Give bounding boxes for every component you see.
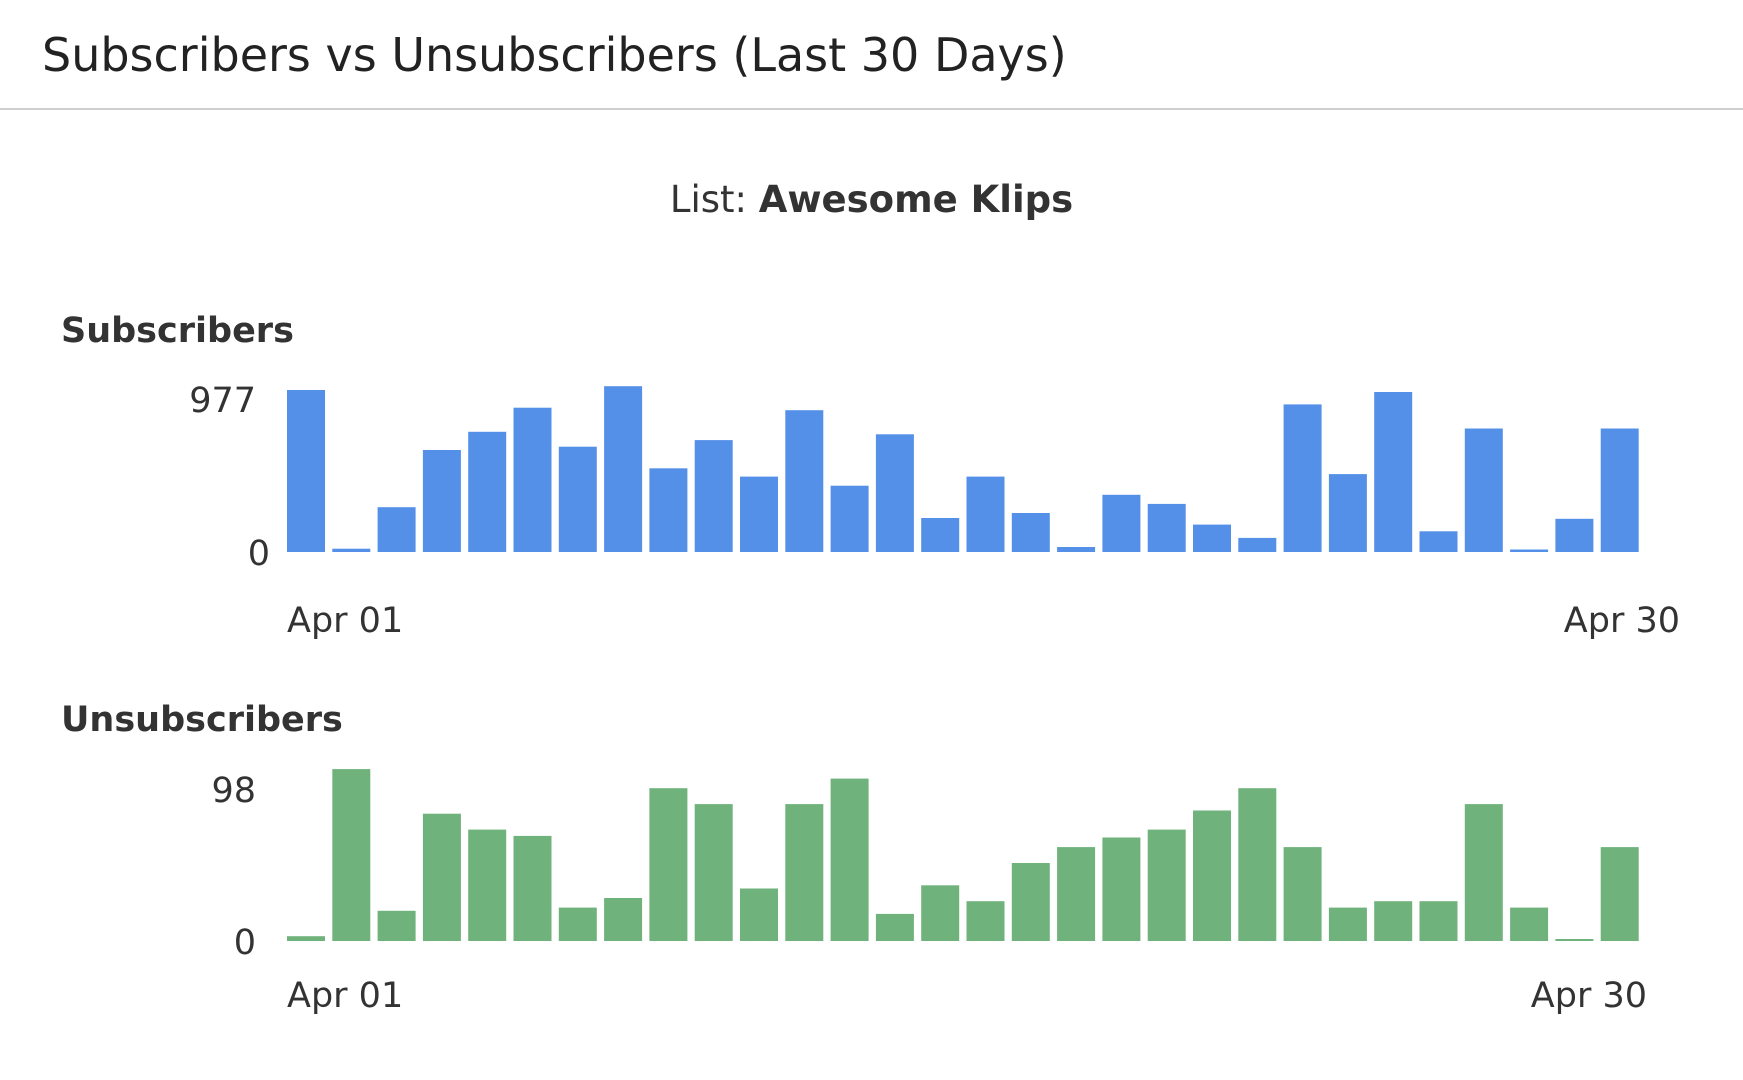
widget-header: Subscribers vs Unsubscribers (Last 30 Da…: [0, 0, 1743, 110]
subscribers-bar-20: [1147, 503, 1186, 552]
subscribers-bar-3: [377, 507, 416, 552]
unsubscribers-chart: Unsubscribers 98 0 Apr 01 Apr 30: [61, 700, 1647, 1016]
subscribers-bar-21: [1193, 524, 1231, 552]
subscribers-bar-4: [422, 450, 461, 552]
subscribers-bar-24: [1328, 474, 1367, 552]
unsubscribers-bar-24: [1328, 907, 1367, 941]
subscribers-bar-11: [740, 476, 778, 552]
subscribers-bar-7: [558, 446, 597, 552]
subscribers-bar-6: [513, 407, 552, 552]
unsubscribers-bar-1: [287, 936, 325, 941]
subscribers-bar-17: [1011, 513, 1050, 552]
unsubscribers-y-max-label: 98: [211, 771, 256, 811]
unsubscribers-bar-10: [694, 804, 733, 941]
subscribers-bar-27: [1464, 428, 1503, 552]
list-caption: List: Awesome Klips: [0, 178, 1743, 221]
subscribers-y-min-label: 0: [248, 534, 270, 574]
subscribers-bar-2: [332, 548, 371, 552]
subscribers-chart: Subscribers 977 0 Apr 01 Apr 30: [61, 311, 1680, 641]
unsubscribers-bar-20: [1147, 829, 1186, 941]
list-prefix: List:: [669, 178, 759, 221]
list-name: Awesome Klips: [758, 178, 1074, 221]
unsubscribers-bar-16: [966, 901, 1005, 941]
unsubscribers-bar-18: [1057, 847, 1096, 941]
widget-title: Subscribers vs Unsubscribers (Last 30 Da…: [42, 28, 1067, 82]
subscribers-bar-25: [1374, 392, 1413, 552]
unsubscribers-bar-17: [1011, 863, 1050, 941]
unsubscribers-bar-30: [1600, 847, 1639, 941]
unsubscribers-bar-4: [422, 813, 461, 941]
unsubscribers-bar-7: [558, 907, 597, 941]
subscribers-chart-title: Subscribers: [61, 311, 294, 351]
subscribers-bar-12: [785, 410, 824, 552]
unsubscribers-x-start-label: Apr 01: [287, 976, 403, 1016]
subscribers-bar-8: [604, 386, 643, 552]
unsubscribers-bar-26: [1419, 901, 1458, 941]
unsubscribers-bar-14: [875, 913, 914, 941]
unsubscribers-bar-8: [604, 898, 643, 941]
subscribers-bar-29: [1555, 518, 1594, 552]
subscribers-bar-10: [694, 440, 733, 552]
subscribers-x-end-label: Apr 30: [1564, 601, 1680, 641]
subscribers-bar-23: [1283, 404, 1322, 552]
subscribers-bar-22: [1238, 537, 1277, 552]
unsubscribers-x-end-label: Apr 30: [1531, 976, 1647, 1016]
unsubscribers-bar-5: [468, 829, 507, 941]
unsubscribers-bar-22: [1238, 788, 1277, 941]
subscribers-bar-26: [1419, 531, 1458, 552]
subscribers-bar-1: [287, 390, 325, 552]
subscribers-bar-30: [1600, 428, 1639, 552]
unsubscribers-bar-13: [830, 778, 869, 941]
unsubscribers-bar-3: [377, 910, 416, 941]
unsubscribers-bar-15: [921, 885, 960, 941]
unsubscribers-bar-9: [649, 788, 688, 941]
unsubscribers-bar-11: [740, 888, 778, 941]
unsubscribers-bar-19: [1102, 837, 1141, 941]
subscribers-bar-19: [1102, 494, 1141, 552]
unsubscribers-bar-28: [1510, 907, 1549, 941]
unsubscribers-bar-29: [1555, 939, 1594, 941]
subscribers-bar-9: [649, 468, 688, 552]
subscribers-bars: [287, 386, 1639, 552]
unsubscribers-chart-title: Unsubscribers: [61, 700, 343, 740]
subscribers-bar-14: [875, 434, 914, 552]
unsubscribers-bar-21: [1193, 810, 1231, 941]
unsubscribers-bar-27: [1464, 804, 1503, 941]
subscribers-bar-5: [468, 431, 507, 552]
subscribers-bar-18: [1057, 547, 1096, 552]
unsubscribers-bar-23: [1283, 847, 1322, 941]
subscribers-bar-13: [830, 485, 869, 552]
subscribers-x-start-label: Apr 01: [287, 601, 403, 641]
subscribers-bar-16: [966, 476, 1005, 552]
subscribers-bar-15: [921, 518, 960, 552]
subscribers-y-max-label: 977: [189, 381, 256, 421]
unsubscribers-bar-25: [1374, 901, 1413, 941]
unsubscribers-bar-12: [785, 804, 824, 941]
subscribers-bar-28: [1510, 549, 1549, 552]
unsubscribers-bars: [287, 769, 1639, 941]
unsubscribers-y-min-label: 0: [234, 923, 256, 963]
unsubscribers-bar-6: [513, 835, 552, 941]
unsubscribers-bar-2: [332, 769, 371, 941]
